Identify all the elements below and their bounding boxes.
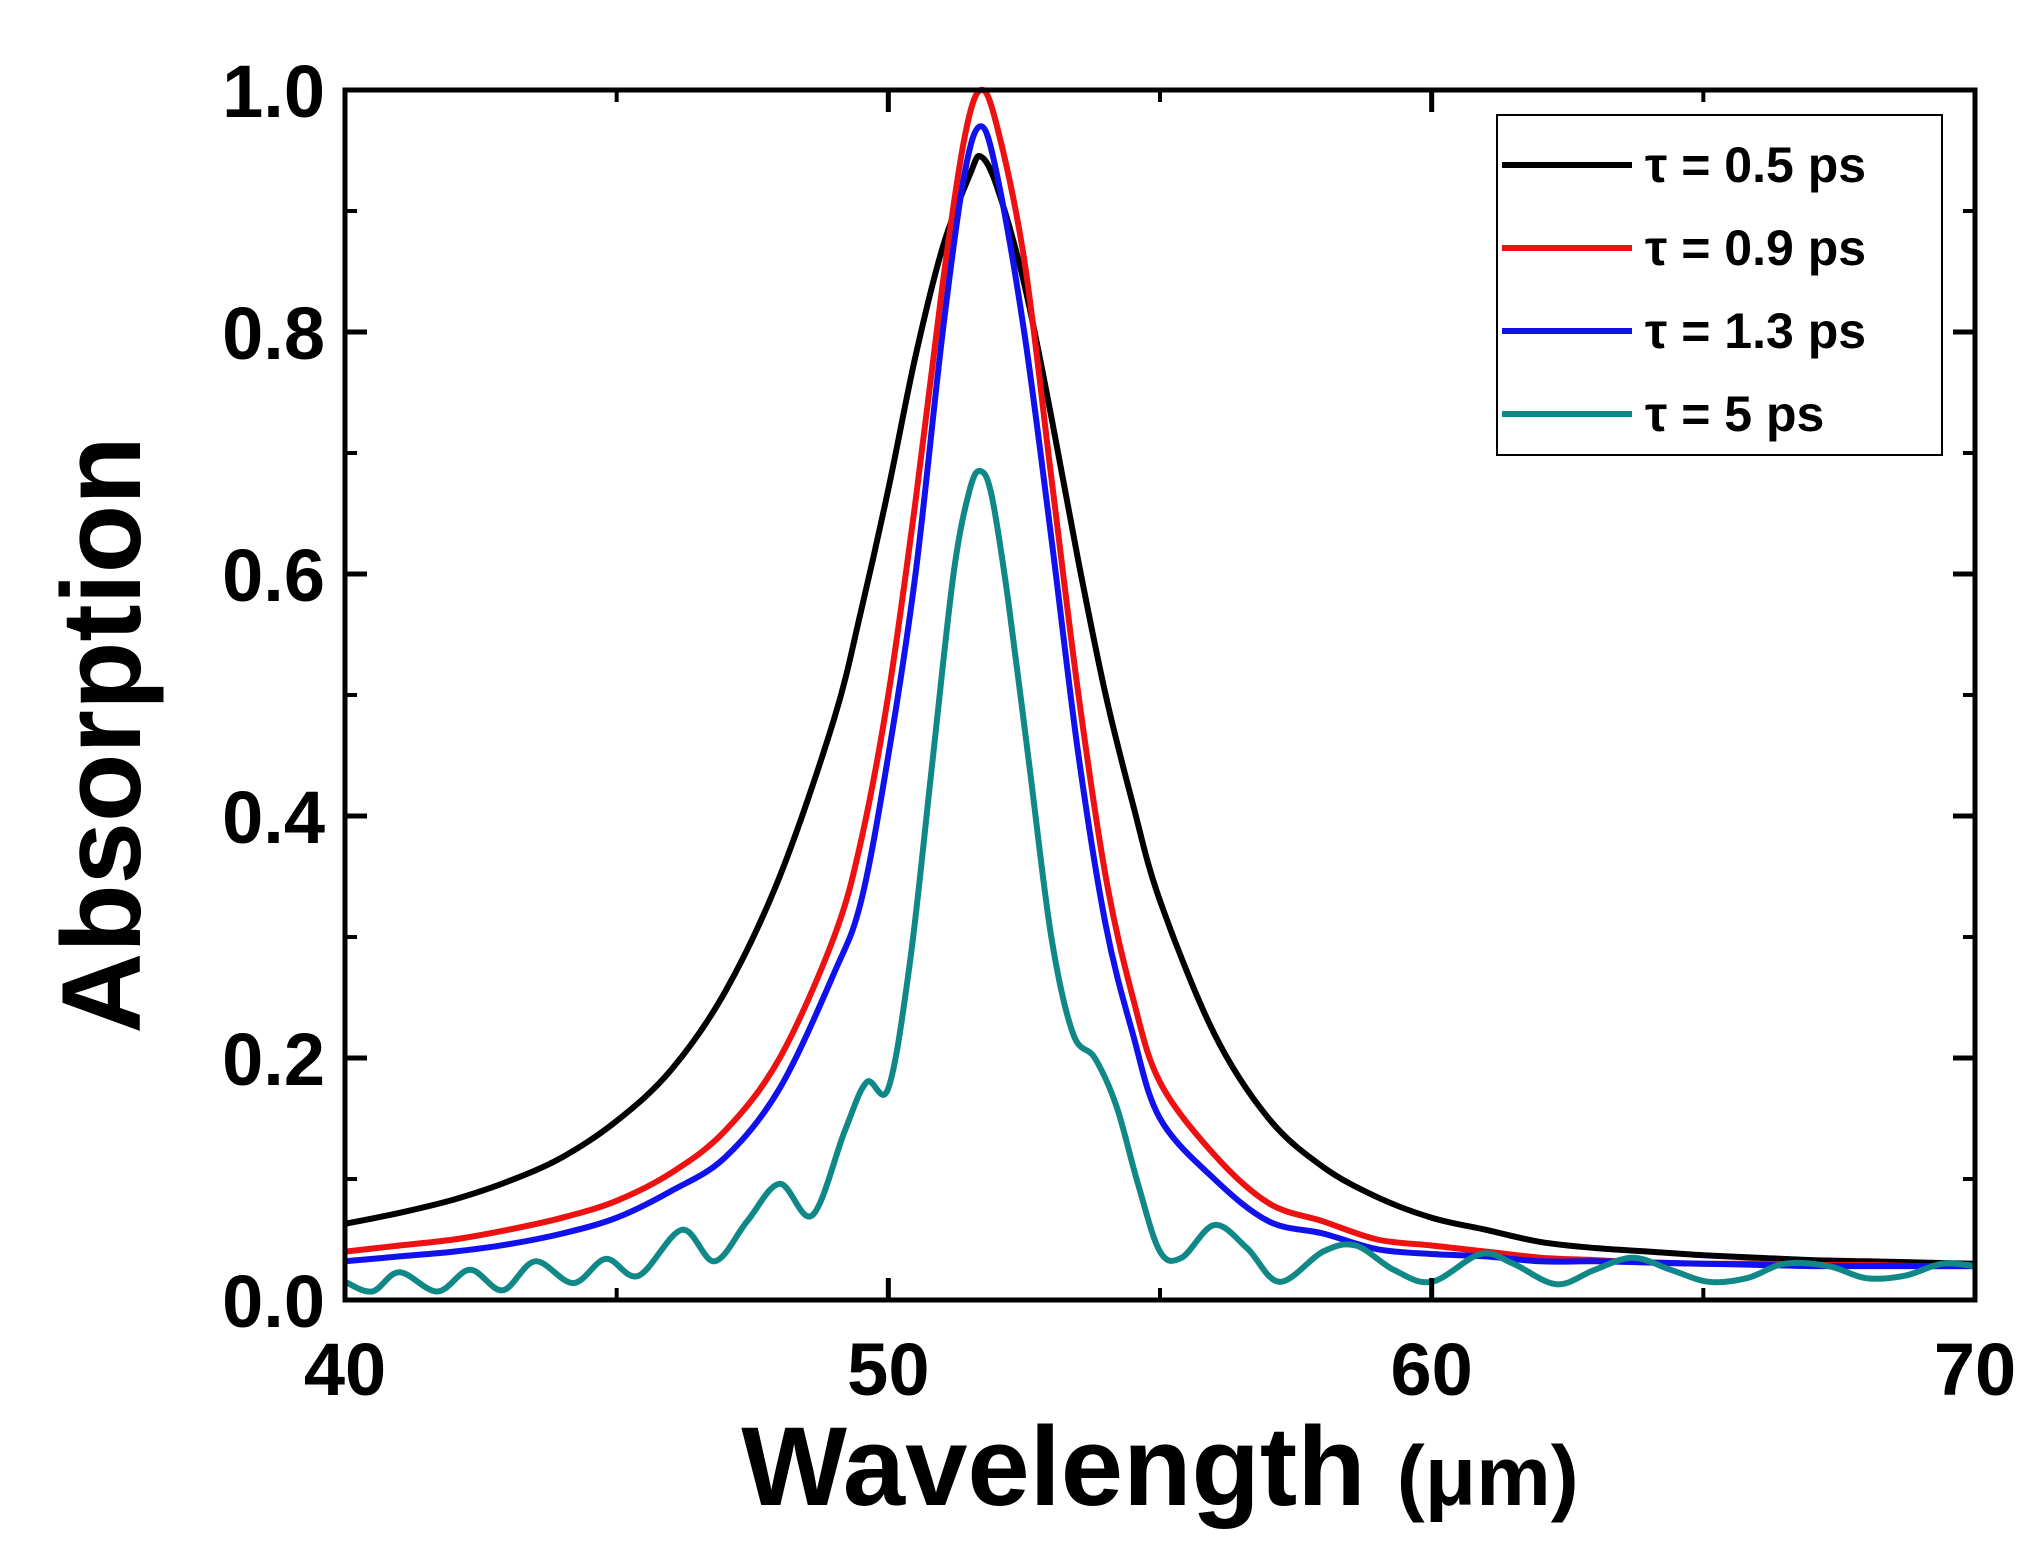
legend: τ = 0.5 ps τ = 0.9 ps τ = 1.3 ps τ = 5 ps	[1496, 114, 1943, 456]
y-tick-label: 1.0	[222, 50, 325, 133]
series-line-3	[345, 123, 1975, 1270]
x-tick-label: 60	[1391, 1328, 1473, 1411]
x-axis-title: Wavelength (μm)	[741, 1404, 1579, 1529]
series-line-1	[345, 153, 1975, 1267]
x-axis-title-main: Wavelength	[741, 1404, 1396, 1529]
legend-label-2: τ = 0.9 ps	[1645, 220, 1866, 276]
x-tick-label: 70	[1934, 1328, 2016, 1411]
legend-label-3: τ = 1.3 ps	[1645, 303, 1866, 359]
series-layer	[345, 86, 1975, 1295]
x-tick-label: 50	[847, 1328, 929, 1411]
y-tick-label: 0.8	[222, 292, 325, 375]
y-tick-label: 0.0	[222, 1260, 325, 1343]
y-tick-label: 0.4	[222, 776, 325, 859]
axes-layer: 40 50 60 70 0.0 0.2 0.4 0.6 0.8 1.0 Wavelength (μm…	[39, 50, 2016, 1529]
x-tick-label: 40	[304, 1328, 386, 1411]
y-axis-title: Absorption	[39, 436, 164, 1033]
y-tick-label: 0.2	[222, 1018, 325, 1101]
series-clip-group	[345, 86, 1975, 1295]
legend-label-1: τ = 0.5 ps	[1645, 137, 1866, 193]
x-axis-title-unit: (μm)	[1397, 1429, 1579, 1523]
legend-box	[1496, 114, 1943, 456]
legend-label-4: τ = 5 ps	[1645, 386, 1824, 442]
y-tick-label: 0.6	[222, 534, 325, 617]
series-line-4	[345, 467, 1975, 1295]
